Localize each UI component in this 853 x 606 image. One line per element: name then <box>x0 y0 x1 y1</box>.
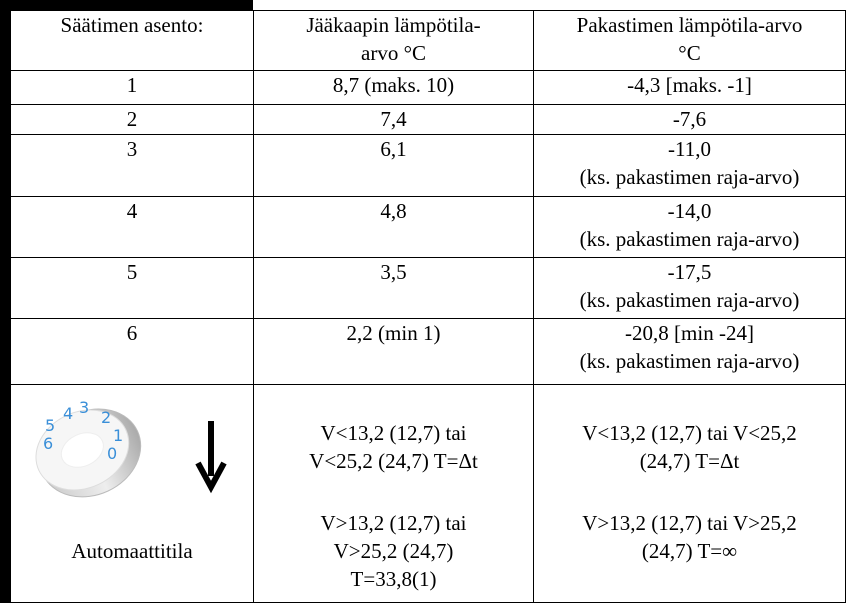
dial-number: 3 <box>79 398 89 417</box>
cell-line: 2,2 (min 1) <box>258 319 529 347</box>
table-cell: -20,8 [min -24](ks. pakastimen raja-arvo… <box>534 319 846 385</box>
table-cell: 5 <box>11 258 254 319</box>
settings-table: Säätimen asento:Jääkaapin lämpötila-arvo… <box>10 10 846 603</box>
table-cell: 6,1 <box>254 135 534 197</box>
cell-line: 4 <box>15 197 249 225</box>
table-cell: 3 <box>11 135 254 197</box>
cell-line: (ks. pakastimen raja-arvo) <box>538 286 841 314</box>
cell-line: V<25,2 (24,7) T=Δt <box>258 447 529 475</box>
table-cell: Pakastimen lämpötila-arvo°C <box>534 11 846 71</box>
dial-number: 6 <box>43 434 53 453</box>
cell-line: -20,8 [min -24] <box>538 319 841 347</box>
cell-line: -17,5 <box>538 258 841 286</box>
left-bar <box>0 0 10 603</box>
table-cell: Säätimen asento: <box>11 11 254 71</box>
cell-line: Pakastimen lämpötila-arvo <box>538 11 841 39</box>
table-cell: 1 <box>11 71 254 105</box>
cell-line: (24,7) T=∞ <box>538 537 841 565</box>
cell-line: V>13,2 (12,7) tai <box>258 509 529 537</box>
cell-line: 3 <box>15 135 249 163</box>
cell-line: 4,8 <box>258 197 529 225</box>
cell-line: V>13,2 (12,7) tai V>25,2 <box>538 509 841 537</box>
cell-line: Jääkaapin lämpötila- <box>258 11 529 39</box>
cell-line: -14,0 <box>538 197 841 225</box>
table-cell: -7,6 <box>534 105 846 135</box>
cell-line: T=33,8(1) <box>258 565 529 593</box>
cell-line: 5 <box>15 258 249 286</box>
cell-line: arvo °C <box>258 39 529 67</box>
dial-number: 2 <box>101 408 111 427</box>
cell-line: 6 <box>15 319 249 347</box>
cell-line: 8,7 (maks. 10) <box>258 71 529 99</box>
auto-label: Automaattitila <box>15 537 249 565</box>
cell-line: Säätimen asento: <box>15 11 249 39</box>
top-bar <box>0 0 253 10</box>
table-cell: 8,7 (maks. 10) <box>254 71 534 105</box>
cell-line: 3,5 <box>258 258 529 286</box>
table-cell: 4,8 <box>254 197 534 258</box>
table-cell: 4 <box>11 197 254 258</box>
cell-line: V<13,2 (12,7) tai <box>258 419 529 447</box>
table-cell: -4,3 [maks. -1] <box>534 71 846 105</box>
table-cell: -14,0(ks. pakastimen raja-arvo) <box>534 197 846 258</box>
header-row: Säätimen asento:Jääkaapin lämpötila-arvo… <box>11 11 846 71</box>
dial-number: 5 <box>45 416 55 435</box>
dial-number: 1 <box>113 426 123 445</box>
cell-block: V<13,2 (12,7) tai V<25,2(24,7) T=Δt <box>538 419 841 475</box>
cell-block: V>13,2 (12,7) tai V>25,2(24,7) T=∞ <box>538 509 841 565</box>
table-cell: 6 <box>11 319 254 385</box>
cell-line: (ks. pakastimen raja-arvo) <box>538 225 841 253</box>
dial-number: 4 <box>63 404 73 423</box>
page: Säätimen asento:Jääkaapin lämpötila-arvo… <box>0 0 853 606</box>
cell-line: 2 <box>15 105 249 133</box>
cell-line: 7,4 <box>258 105 529 133</box>
dial-number: 0 <box>107 444 117 463</box>
table-cell: 2,2 (min 1) <box>254 319 534 385</box>
cell-line: -11,0 <box>538 135 841 163</box>
cell-line: (24,7) T=Δt <box>538 447 841 475</box>
table-cell: V<13,2 (12,7) tai V<25,2(24,7) T=Δt V>13,… <box>534 385 846 603</box>
cell-line: (ks. pakastimen raja-arvo) <box>538 347 841 375</box>
table-cell: 3,5 <box>254 258 534 319</box>
table-cell: -11,0(ks. pakastimen raja-arvo) <box>534 135 846 197</box>
cell-line: 6,1 <box>258 135 529 163</box>
cell-line: -7,6 <box>538 105 841 133</box>
cell-line: V<13,2 (12,7) tai V<25,2 <box>538 419 841 447</box>
table-row: 2 7,4 -7,6 <box>11 105 846 135</box>
table-cell: Jääkaapin lämpötila-arvo °C <box>254 11 534 71</box>
table-cell: 2 <box>11 105 254 135</box>
table-cell: -17,5(ks. pakastimen raja-arvo) <box>534 258 846 319</box>
cell-line: -4,3 [maks. -1] <box>538 71 841 99</box>
cell-line: 1 <box>15 71 249 99</box>
cell-line: (ks. pakastimen raja-arvo) <box>538 163 841 191</box>
cell-line: °C <box>538 39 841 67</box>
table-cell: 7,4 <box>254 105 534 135</box>
table-row: 1 8,7 (maks. 10) -4,3 [maks. -1] <box>11 71 846 105</box>
cell-line: V>25,2 (24,7) <box>258 537 529 565</box>
